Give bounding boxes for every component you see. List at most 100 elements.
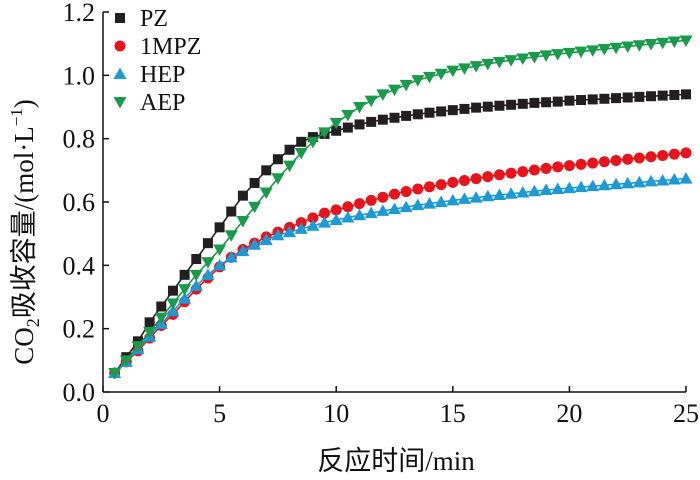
data-point-1mpz bbox=[645, 151, 657, 163]
data-point-1mpz bbox=[552, 161, 564, 173]
data-point-hep bbox=[481, 189, 495, 202]
data-point-pz bbox=[436, 106, 447, 117]
data-point-hep bbox=[166, 304, 180, 317]
legend-marker-1mpz bbox=[114, 40, 126, 52]
data-point-pz bbox=[366, 116, 377, 127]
series-hep bbox=[108, 172, 693, 378]
data-point-hep bbox=[539, 183, 553, 195]
data-point-hep bbox=[318, 216, 332, 228]
data-point-1mpz bbox=[610, 155, 622, 167]
data-point-1mpz bbox=[447, 176, 459, 188]
y-tick-label: 0.6 bbox=[63, 188, 96, 217]
data-point-pz bbox=[657, 90, 668, 101]
data-point-aep bbox=[294, 147, 308, 160]
data-point-aep bbox=[504, 55, 518, 67]
y-axis-title-subscript: 2 bbox=[23, 318, 43, 327]
data-point-hep bbox=[399, 200, 413, 213]
data-point-pz bbox=[622, 92, 633, 103]
data-point-pz bbox=[681, 89, 691, 100]
data-point-1mpz bbox=[423, 181, 435, 193]
data-point-hep bbox=[609, 177, 623, 190]
data-point-pz bbox=[611, 93, 622, 104]
data-point-hep bbox=[283, 225, 297, 238]
data-point-aep bbox=[306, 136, 320, 149]
data-point-pz bbox=[412, 109, 423, 120]
data-point-aep bbox=[551, 49, 565, 61]
data-point-pz bbox=[646, 91, 657, 102]
data-point-pz bbox=[634, 91, 645, 102]
data-point-hep bbox=[213, 258, 227, 271]
data-point-pz bbox=[529, 97, 540, 108]
y-axis-title-end: ) bbox=[9, 99, 39, 108]
x-tick-label: 0 bbox=[97, 399, 110, 428]
series-line-aep bbox=[114, 39, 687, 374]
data-point-aep bbox=[446, 65, 460, 78]
data-point-1mpz bbox=[563, 160, 575, 172]
data-point-pz bbox=[599, 93, 610, 104]
data-point-aep bbox=[457, 63, 471, 75]
data-point-1mpz bbox=[319, 207, 331, 219]
data-point-pz bbox=[331, 125, 342, 136]
x-tick-label: 15 bbox=[440, 399, 466, 428]
data-point-hep bbox=[294, 222, 308, 234]
data-point-aep bbox=[329, 117, 343, 130]
data-point-hep bbox=[341, 211, 355, 223]
x-tick-label: 5 bbox=[213, 399, 226, 428]
data-point-aep bbox=[679, 35, 693, 47]
data-point-hep bbox=[621, 176, 635, 189]
data-point-pz bbox=[506, 99, 517, 110]
legend-label-1mpz: 1MPZ bbox=[140, 34, 201, 60]
legend-label-hep: HEP bbox=[140, 62, 185, 88]
data-point-hep bbox=[364, 206, 378, 219]
data-point-hep bbox=[248, 238, 262, 250]
data-point-aep bbox=[259, 187, 273, 199]
data-point-hep bbox=[259, 233, 273, 245]
data-point-1mpz bbox=[517, 166, 529, 178]
data-point-aep bbox=[364, 95, 378, 108]
data-point-aep bbox=[516, 53, 530, 66]
y-tick-label: 0.8 bbox=[63, 125, 96, 154]
data-point-pz bbox=[459, 103, 470, 114]
data-point-hep bbox=[457, 192, 471, 204]
data-point-aep bbox=[562, 47, 576, 60]
y-tick-label: 0.2 bbox=[63, 315, 96, 344]
data-point-hep bbox=[551, 182, 565, 195]
data-point-aep bbox=[469, 61, 483, 73]
data-point-pz bbox=[284, 144, 295, 155]
data-point-hep bbox=[586, 179, 600, 192]
data-point-pz bbox=[156, 301, 167, 312]
y-tick-label: 0.4 bbox=[63, 251, 96, 280]
data-point-pz bbox=[296, 136, 307, 147]
data-point-aep bbox=[597, 44, 611, 56]
data-point-1mpz bbox=[622, 153, 634, 165]
axes: 0 5 10 15 20 25 0.0 0.2 0.4 0.6 0.8 1.0 1.2 bbox=[63, 0, 700, 428]
data-point-1mpz bbox=[633, 152, 645, 164]
data-point-aep bbox=[644, 38, 658, 51]
x-tick-label: 25 bbox=[673, 399, 699, 428]
data-point-hep bbox=[201, 268, 215, 280]
data-point-1mpz bbox=[354, 198, 366, 210]
data-point-aep bbox=[108, 368, 122, 380]
data-point-1mpz bbox=[505, 167, 517, 179]
data-point-1mpz bbox=[528, 164, 540, 176]
data-point-hep bbox=[434, 195, 448, 207]
data-point-aep bbox=[481, 58, 495, 71]
data-point-hep bbox=[411, 198, 425, 211]
data-point-1mpz bbox=[587, 157, 599, 169]
data-point-pz bbox=[272, 154, 283, 165]
data-point-pz bbox=[237, 190, 248, 201]
data-point-hep bbox=[644, 174, 658, 187]
data-point-pz bbox=[261, 165, 272, 176]
data-point-aep bbox=[656, 37, 670, 50]
data-point-1mpz bbox=[657, 149, 669, 161]
data-point-hep bbox=[597, 178, 611, 191]
data-point-1mpz bbox=[377, 191, 389, 203]
data-point-pz bbox=[202, 238, 213, 249]
data-point-pz bbox=[541, 97, 552, 108]
data-point-aep bbox=[539, 50, 553, 62]
data-point-1mpz bbox=[470, 173, 482, 185]
data-point-1mpz bbox=[482, 171, 494, 183]
data-point-aep bbox=[586, 45, 600, 57]
